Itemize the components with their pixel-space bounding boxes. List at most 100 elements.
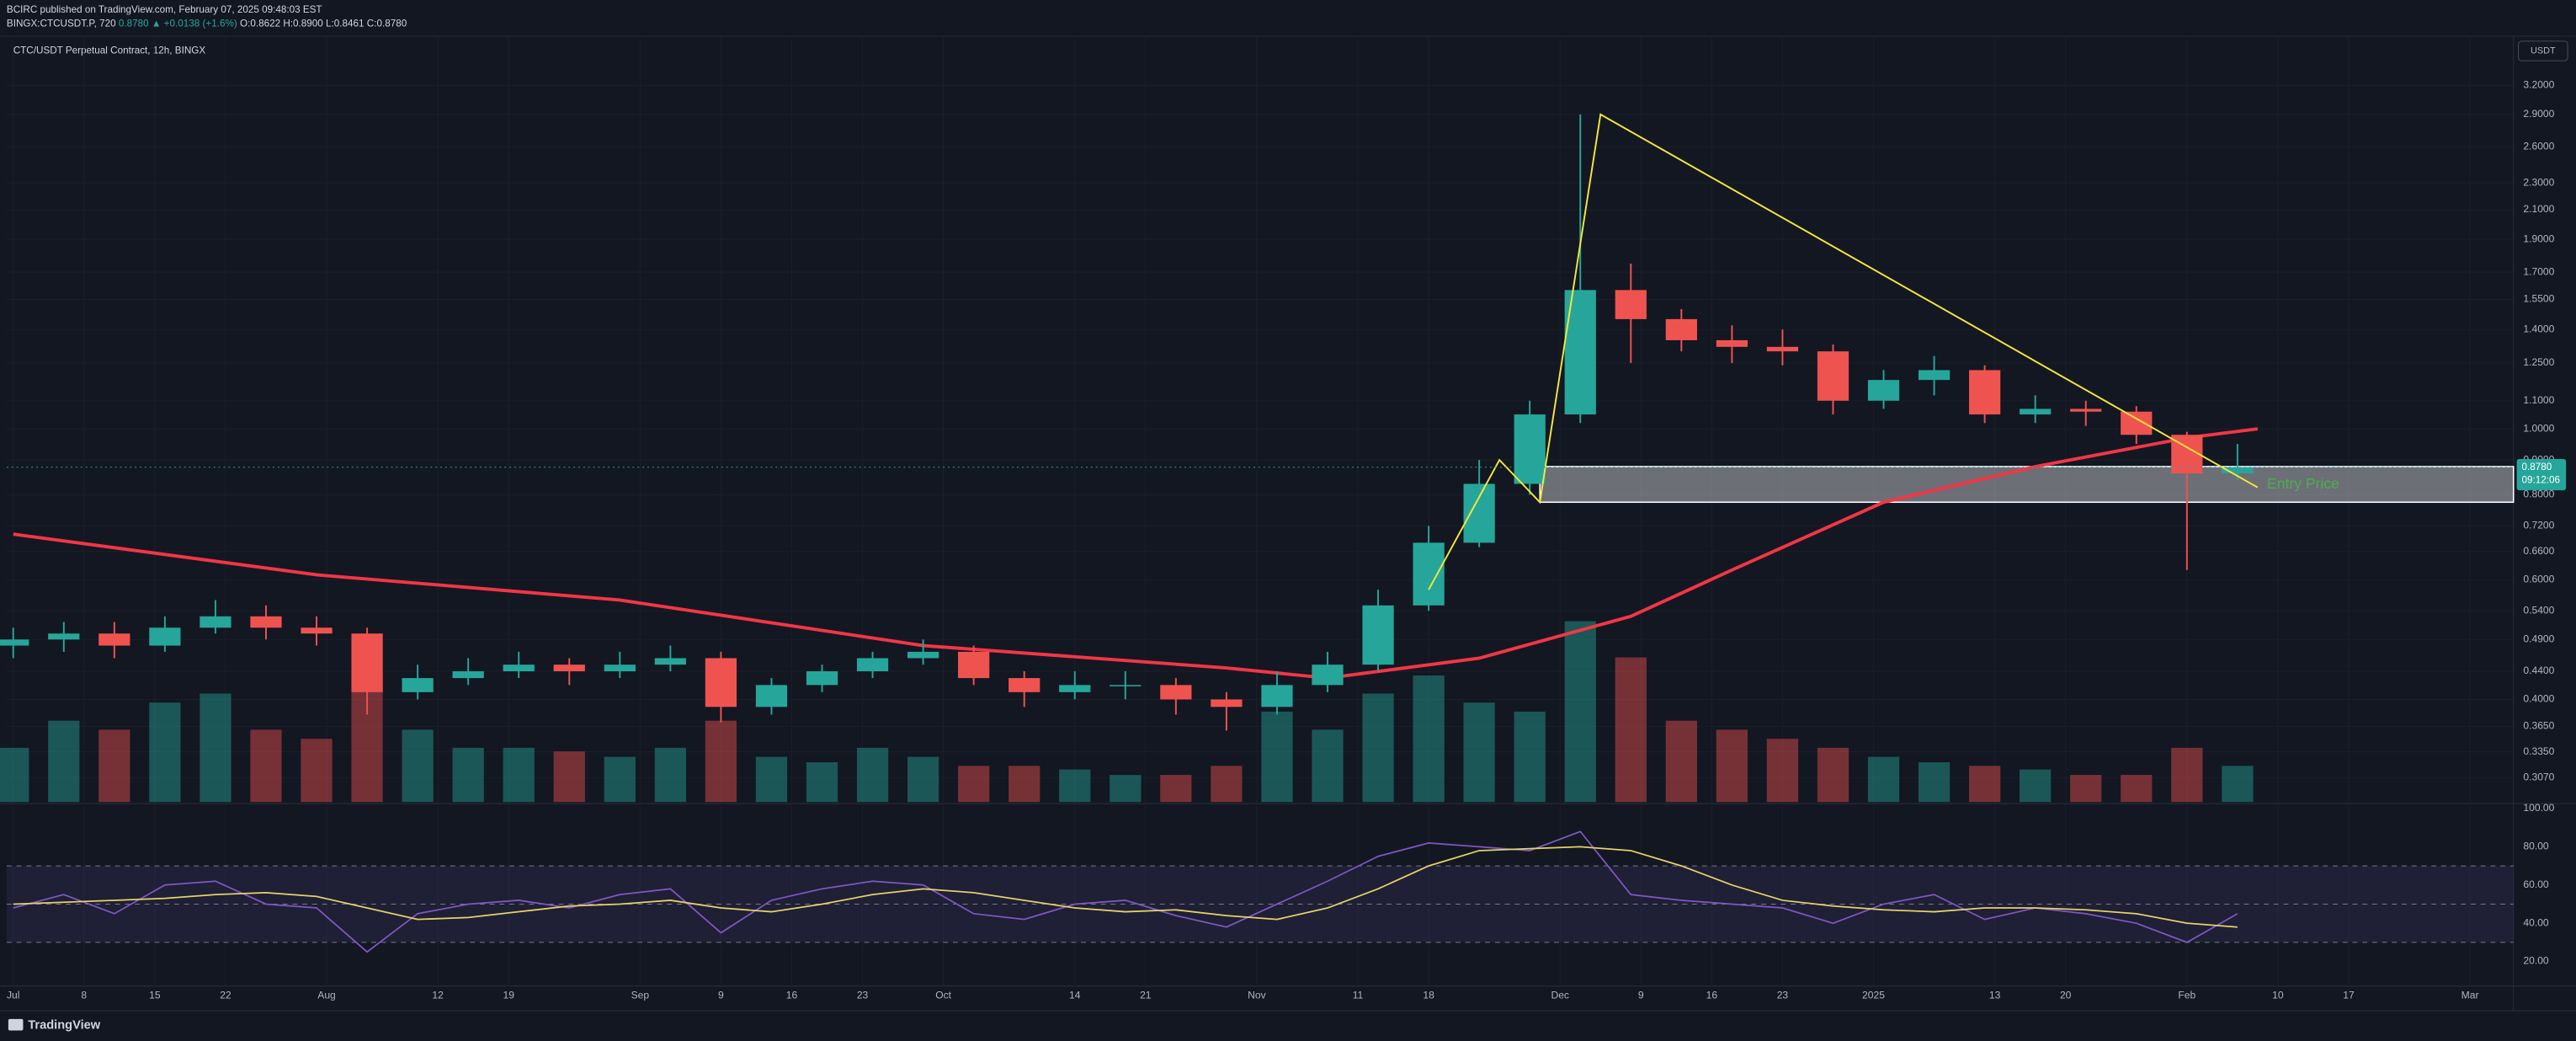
volume-bar	[1918, 762, 1951, 803]
y-tick-label: 1.7000	[2523, 265, 2554, 277]
volume-bar	[250, 729, 282, 803]
candle-body	[1665, 318, 1697, 340]
x-tick-label: 9	[1638, 990, 1644, 1001]
volume-bar	[806, 762, 838, 803]
candle-body	[553, 665, 585, 672]
x-tick-label: 2025	[1862, 990, 1885, 1001]
x-tick-label: 8	[81, 990, 87, 1001]
volume-bar	[958, 766, 990, 803]
candle-body	[351, 633, 383, 692]
rsi-tick-label: 40.00	[2523, 916, 2549, 928]
volume-bar	[200, 693, 232, 803]
candle-body	[301, 627, 333, 634]
x-tick-label: 13	[1989, 990, 2001, 1001]
volume-bar	[2171, 747, 2203, 803]
volume-bar	[1059, 769, 1091, 803]
volume-bar	[2121, 775, 2153, 803]
moving-average	[13, 427, 2259, 681]
candle-body	[1160, 685, 1192, 700]
y-tick-label: 2.9000	[2523, 108, 2554, 120]
chart-title: CTC/USDT Perpetual Contract, 12h, BINGX	[13, 45, 206, 56]
x-tick-label: 16	[786, 990, 798, 1001]
volume-bar	[48, 720, 80, 803]
candle-body	[654, 658, 686, 665]
entry-label: Entry Price	[2267, 475, 2339, 492]
y-tick-label: 0.3350	[2523, 745, 2554, 757]
volume-bar	[907, 756, 939, 803]
logo-icon	[8, 1018, 24, 1031]
candle-body	[907, 651, 939, 659]
x-tick-label: Dec	[1551, 990, 1568, 1001]
volume-bar	[755, 756, 788, 803]
candle-body	[1514, 414, 1546, 484]
last-price-box	[2516, 459, 2567, 491]
candle-body	[149, 627, 181, 646]
entry-zone	[1539, 466, 2515, 504]
countdown: 09:12:06	[2521, 474, 2560, 485]
candle-body	[2020, 408, 2052, 415]
rsi-line	[13, 830, 2238, 953]
x-tick-label: 23	[857, 990, 869, 1001]
y-tick-label: 0.8000	[2523, 488, 2554, 500]
candle-body	[250, 616, 282, 628]
volume-bar	[402, 729, 434, 803]
candle-body	[452, 671, 484, 679]
candle-body	[856, 658, 889, 672]
volume-bar	[1564, 621, 1596, 803]
volume-bar	[553, 751, 585, 803]
volume-bar	[1110, 775, 1142, 803]
price-change: 0.8780 ▲ +0.0138 (+1.6%)	[119, 18, 237, 29]
candle-body	[1817, 351, 1850, 401]
brand: TradingView	[28, 1019, 101, 1033]
candle-body	[1463, 483, 1495, 543]
symbol: BINGX:CTCUSDT.P, 720	[7, 18, 116, 29]
volume-bar	[1362, 693, 1394, 803]
candle-body	[604, 665, 636, 672]
currency[interactable]: USDT	[2531, 45, 2556, 56]
x-tick-label: 11	[1353, 990, 1364, 1001]
volume-bar	[301, 739, 333, 803]
x-tick-label: Aug	[317, 990, 336, 1001]
candle-body	[1615, 290, 1647, 319]
candle-body	[2222, 467, 2254, 474]
y-tick-label: 1.4000	[2523, 323, 2554, 334]
candle-body	[1413, 542, 1445, 606]
y-tick-label: 0.4000	[2523, 693, 2554, 705]
candle-body	[806, 671, 838, 686]
volume-bar	[1160, 775, 1192, 803]
currency-button[interactable]	[2517, 40, 2568, 61]
candle-body	[1969, 370, 2001, 415]
candle-body	[402, 678, 434, 692]
rsi-tick-label: 80.00	[2523, 841, 2549, 852]
candle-body	[1362, 605, 1394, 665]
volume-bar	[1463, 702, 1495, 803]
volume-bar	[1312, 729, 1344, 803]
volume-bar	[2020, 769, 2052, 803]
x-tick-label: 19	[503, 990, 514, 1001]
y-tick-label: 0.7200	[2523, 520, 2554, 531]
candle-body	[958, 651, 990, 679]
y-tick-label: 1.2500	[2523, 356, 2554, 368]
y-tick-label: 0.3070	[2523, 771, 2554, 782]
y-tick-label: 1.9000	[2523, 232, 2554, 244]
x-tick-label: 22	[220, 990, 232, 1001]
x-tick-label: 18	[1423, 990, 1434, 1001]
volume-bar	[452, 747, 484, 803]
volume-bar	[1716, 729, 1748, 803]
x-tick-label: 10	[2272, 990, 2284, 1001]
volume-bar	[0, 747, 29, 803]
y-tick-label: 0.6000	[2523, 573, 2554, 585]
x-tick-label: Nov	[1248, 990, 1265, 1001]
candle-body	[2121, 411, 2153, 435]
rsi-tick-label: 20.00	[2523, 955, 2549, 967]
y-tick-label: 3.2000	[2523, 79, 2554, 91]
x-tick-label: Oct	[935, 990, 951, 1001]
x-tick-label: 12	[432, 990, 444, 1001]
volume-bar	[1766, 739, 1799, 803]
pattern-line	[1428, 113, 2259, 590]
publish-info: BCIRC published on TradingView.com, Febr…	[7, 4, 322, 15]
volume-bar	[503, 747, 535, 803]
volume-bar	[98, 729, 130, 803]
